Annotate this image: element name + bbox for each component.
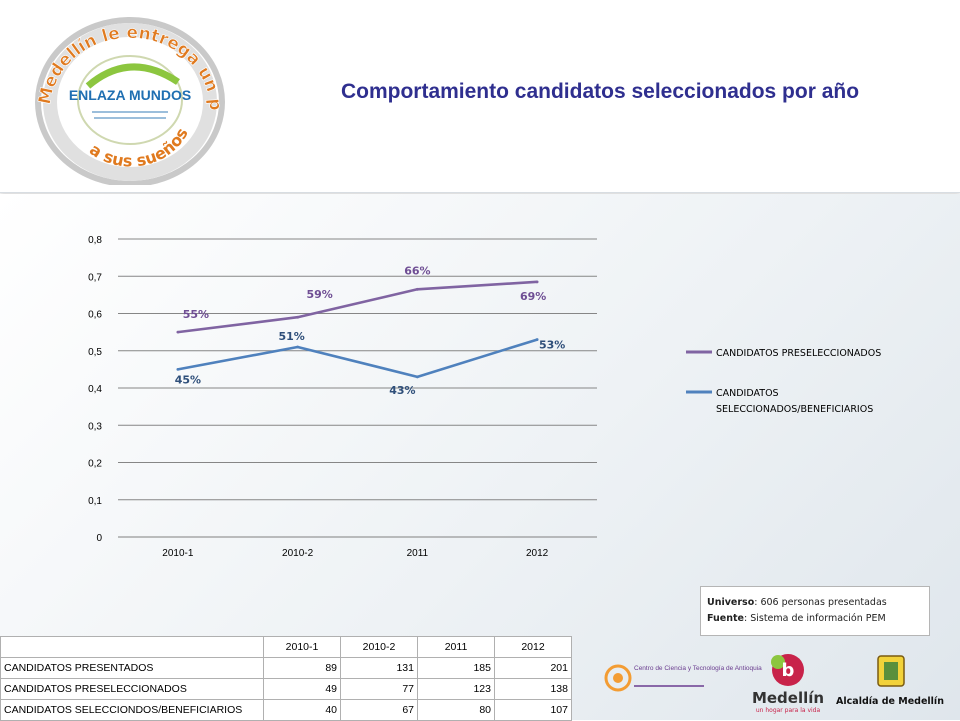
svg-text:Alcaldía de Medellín: Alcaldía de Medellín	[836, 696, 944, 707]
centro-ciencia-logo: Centro de Ciencia y Tecnología de Antioq…	[604, 664, 762, 692]
series-line	[177, 338, 538, 379]
table-row: CANDIDATOS SELECCIONDOS/BENEFICIARIOS 40…	[0, 699, 572, 721]
data-label: 66%	[404, 264, 430, 277]
data-point	[535, 338, 539, 341]
y-tick-label: 0,2	[88, 459, 102, 470]
table-cell: 131	[340, 657, 418, 679]
source-note: Universo: 606 personas presentadas Fuent…	[700, 586, 930, 636]
table-cell: 185	[417, 657, 495, 679]
table-cell: 89	[263, 657, 341, 679]
y-tick-label: 0,7	[88, 272, 102, 283]
table-cell: 123	[417, 678, 495, 700]
svg-text:b: b	[782, 660, 795, 681]
data-point	[296, 315, 300, 319]
data-label: 59%	[306, 288, 332, 301]
table-cell: 67	[340, 699, 418, 721]
table-row-label: CANDIDATOS PRESELECCIONADOS	[0, 678, 264, 700]
y-tick-label: 0,1	[88, 496, 102, 507]
header: Medellín le entrega un pasaporte a sus s…	[0, 0, 960, 193]
table-row: CANDIDATOS PRESENTADOS 89 131 185 201	[0, 657, 572, 679]
data-point	[535, 280, 539, 284]
table-cell: 201	[494, 657, 572, 679]
table-header-cell: 2010-1	[263, 636, 341, 658]
table-cell: 77	[340, 678, 418, 700]
table-row: CANDIDATOS PRESELECCIONADOS 49 77 123 13…	[0, 678, 572, 700]
data-point	[296, 345, 300, 349]
data-label: 51%	[278, 330, 304, 343]
y-tick-label: 0,5	[88, 347, 102, 358]
page-title: Comportamiento candidatos seleccionados …	[340, 80, 860, 103]
svg-text:un hogar para la vida: un hogar para la vida	[756, 707, 821, 714]
table-header-cell: 2012	[494, 636, 572, 658]
svg-text:Centro de Ciencia y Tecnología: Centro de Ciencia y Tecnología de Antioq…	[634, 665, 762, 672]
y-tick-label: 0,4	[88, 384, 102, 395]
footer-logos: Centro de Ciencia y Tecnología de Antioq…	[604, 654, 944, 714]
data-point	[415, 375, 419, 379]
data-table: 2010-1 2010-2 2011 2012 CANDIDATOS PRESE…	[0, 636, 572, 721]
table-row-label: CANDIDATOS SELECCIONDOS/BENEFICIARIOS	[0, 699, 264, 721]
x-tick-label: 2010-1	[162, 548, 194, 559]
table-cell: 49	[263, 678, 341, 700]
table-cell: 138	[494, 678, 572, 700]
data-label: 53%	[539, 339, 565, 352]
enlaza-mundos-logo: Medellín le entrega un pasaporte a sus s…	[28, 10, 226, 185]
legend-label: CANDIDATOS SELECCIONADOS/BENEFICIARIOS	[716, 388, 873, 415]
table-header-cell: 2011	[417, 636, 495, 658]
x-tick-label: 2012	[526, 548, 549, 559]
table-cell: 80	[417, 699, 495, 721]
table-header-cell: 2010-2	[340, 636, 418, 658]
y-tick-label: 0,3	[88, 421, 102, 432]
svg-text:Medellín: Medellín	[752, 689, 824, 707]
medellin-logo: b Medellín un hogar para la vida	[752, 654, 824, 714]
table-cell: 40	[263, 699, 341, 721]
x-tick-label: 2010-2	[282, 548, 314, 559]
y-tick-label: 0	[96, 533, 102, 544]
table-row-label: CANDIDATOS PRESENTADOS	[0, 657, 264, 679]
x-tick-label: 2011	[407, 548, 429, 559]
table-cell: 107	[494, 699, 572, 721]
data-point	[176, 367, 180, 371]
table-header-row: 2010-1 2010-2 2011 2012	[0, 636, 572, 658]
y-tick-label: 0,6	[88, 310, 102, 321]
svg-text:ENLAZA MUNDOS: ENLAZA MUNDOS	[69, 87, 191, 103]
data-label: 45%	[175, 373, 201, 386]
series-line	[177, 280, 538, 334]
data-label: 69%	[520, 290, 546, 303]
data-point	[176, 330, 180, 334]
data-label: 55%	[183, 308, 209, 321]
legend-label: CANDIDATOS PRESELECCIONADOS	[716, 348, 881, 359]
y-tick-label: 0,8	[88, 235, 102, 246]
data-point	[415, 287, 419, 291]
line-chart: 0 0,1 0,2 0,3 0,4 0,5 0,6 0,7 0,8 2010-1 2010-2 201…	[88, 235, 881, 559]
alcaldia-logo: Alcaldía de Medellín	[836, 655, 944, 707]
data-label: 43%	[389, 384, 415, 397]
table-header-cell	[0, 636, 264, 658]
